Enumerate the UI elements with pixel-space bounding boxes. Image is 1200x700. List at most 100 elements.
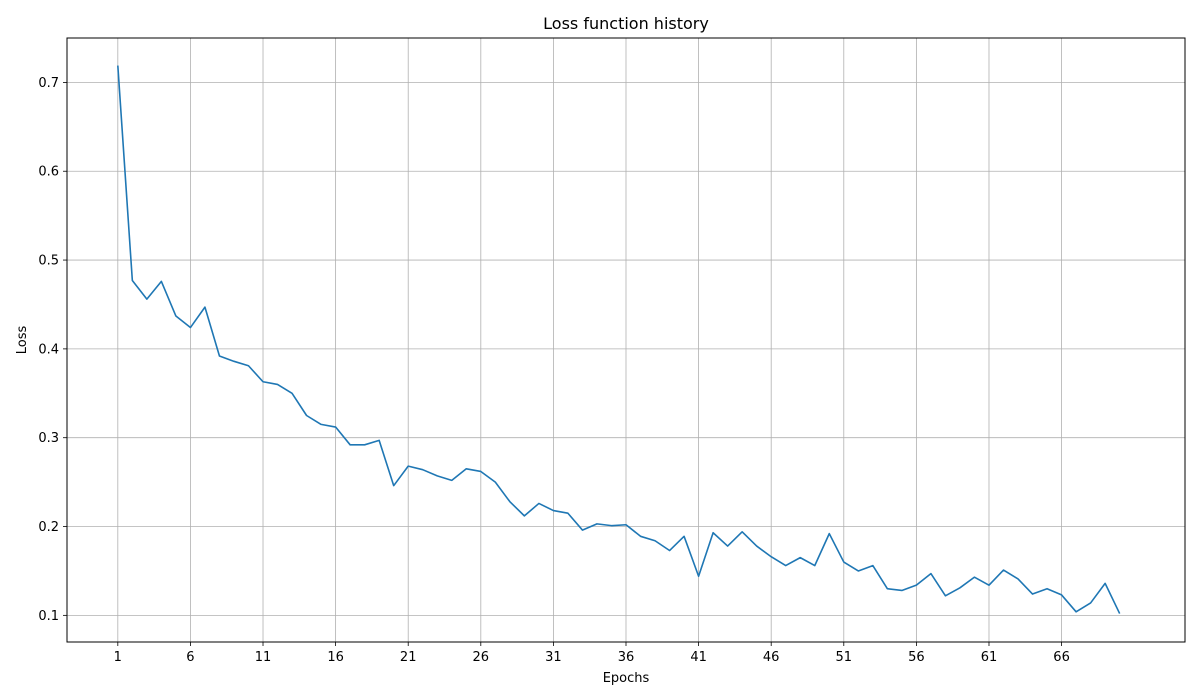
x-tick-label: 36 bbox=[618, 650, 635, 665]
loss-data-point bbox=[580, 528, 585, 533]
loss-data-point bbox=[624, 522, 629, 527]
x-tick-label: 31 bbox=[545, 650, 562, 665]
loss-data-point bbox=[130, 278, 135, 283]
loss-data-point bbox=[754, 544, 759, 549]
loss-data-point bbox=[319, 422, 324, 427]
x-tick-label: 41 bbox=[690, 650, 707, 665]
loss-data-point bbox=[377, 438, 382, 443]
loss-data-point bbox=[1001, 568, 1006, 573]
grid bbox=[67, 38, 1185, 642]
loss-data-point bbox=[1059, 592, 1064, 597]
x-axis-title: Epochs bbox=[603, 671, 650, 686]
series-layer bbox=[115, 63, 1122, 616]
loss-data-point bbox=[362, 442, 367, 447]
x-tick-label: 56 bbox=[908, 650, 925, 665]
y-tick-label: 0.5 bbox=[38, 254, 59, 269]
loss-data-point bbox=[696, 574, 701, 579]
y-tick-label: 0.6 bbox=[38, 165, 59, 180]
y-tick-label: 0.4 bbox=[38, 342, 59, 357]
loss-data-point bbox=[856, 568, 861, 573]
loss-series-line bbox=[117, 65, 1121, 614]
x-tick-label: 1 bbox=[114, 650, 122, 665]
loss-data-point bbox=[290, 391, 295, 396]
y-tick-label: 0.1 bbox=[38, 609, 59, 624]
x-tick-label: 11 bbox=[255, 650, 272, 665]
loss-data-point bbox=[972, 575, 977, 580]
loss-data-point bbox=[202, 305, 207, 310]
loss-data-point bbox=[144, 297, 149, 302]
y-tick-label: 0.3 bbox=[38, 431, 59, 446]
x-tick-label: 46 bbox=[763, 650, 780, 665]
loss-data-point bbox=[609, 523, 614, 528]
loss-data-point bbox=[246, 363, 251, 368]
y-axis-title: Loss bbox=[15, 326, 30, 355]
loss-data-point bbox=[391, 483, 396, 488]
loss-data-point bbox=[507, 499, 512, 504]
loss-data-point bbox=[986, 583, 991, 588]
loss-data-point bbox=[1103, 581, 1108, 586]
loss-data-point bbox=[522, 513, 527, 518]
loss-data-point bbox=[536, 501, 541, 506]
loss-data-point bbox=[159, 279, 164, 284]
loss-data-point bbox=[943, 593, 948, 598]
loss-data-point bbox=[899, 588, 904, 593]
loss-data-point bbox=[914, 583, 919, 588]
y-tick-label: 0.7 bbox=[38, 76, 59, 91]
loss-data-point bbox=[594, 521, 599, 526]
loss-data-point bbox=[1088, 600, 1093, 605]
x-tick-label: 66 bbox=[1053, 650, 1070, 665]
y-tick-label: 0.2 bbox=[38, 520, 59, 535]
loss-data-point bbox=[1045, 586, 1050, 591]
loss-data-point bbox=[348, 442, 353, 447]
loss-data-point bbox=[1074, 609, 1079, 614]
loss-data-point bbox=[231, 359, 236, 364]
loss-data-point bbox=[217, 353, 222, 358]
x-tick-label: 6 bbox=[186, 650, 194, 665]
loss-data-point bbox=[653, 538, 658, 543]
loss-data-point bbox=[333, 425, 338, 430]
x-tick-label: 21 bbox=[400, 650, 417, 665]
chart-title: Loss function history bbox=[543, 14, 709, 33]
loss-data-point bbox=[725, 544, 730, 549]
loss-data-point bbox=[464, 466, 469, 471]
loss-data-point bbox=[1117, 611, 1122, 616]
loss-data-point bbox=[304, 413, 309, 418]
loss-data-point bbox=[478, 469, 483, 474]
loss-data-point bbox=[551, 508, 556, 513]
x-tick-label: 26 bbox=[473, 650, 490, 665]
loss-data-point bbox=[420, 467, 425, 472]
loss-data-point bbox=[928, 571, 933, 576]
loss-data-point bbox=[173, 314, 178, 319]
loss-data-point bbox=[783, 563, 788, 568]
x-tick-label: 16 bbox=[327, 650, 344, 665]
loss-data-point bbox=[565, 511, 570, 516]
loss-data-point bbox=[261, 379, 266, 384]
loss-data-point bbox=[1016, 576, 1021, 581]
loss-data-point bbox=[740, 529, 745, 534]
loss-data-point bbox=[769, 554, 774, 559]
axis-ticks: 1 6 11 16 21 26 31 36 41 46 51 56 61 660.10.20.30.40.… bbox=[38, 76, 1070, 665]
loss-data-point bbox=[1030, 592, 1035, 597]
loss-data-point bbox=[812, 563, 817, 568]
loss-data-point bbox=[449, 478, 454, 483]
loss-data-point bbox=[870, 563, 875, 568]
loss-data-point bbox=[711, 530, 716, 535]
loss-data-point bbox=[493, 480, 498, 485]
loss-data-point bbox=[638, 534, 643, 539]
loss-data-point bbox=[667, 548, 672, 553]
loss-data-point bbox=[435, 473, 440, 478]
x-tick-label: 51 bbox=[836, 650, 853, 665]
loss-data-point bbox=[798, 555, 803, 560]
loss-data-point bbox=[188, 325, 193, 330]
loss-data-point bbox=[406, 464, 411, 469]
loss-data-point bbox=[841, 560, 846, 565]
loss-data-point bbox=[275, 382, 280, 387]
loss-data-point bbox=[827, 531, 832, 536]
loss-data-point bbox=[885, 586, 890, 591]
loss-data-point bbox=[682, 534, 687, 539]
loss-data-point bbox=[957, 585, 962, 590]
x-tick-label: 61 bbox=[981, 650, 998, 665]
loss-data-point bbox=[115, 63, 120, 68]
